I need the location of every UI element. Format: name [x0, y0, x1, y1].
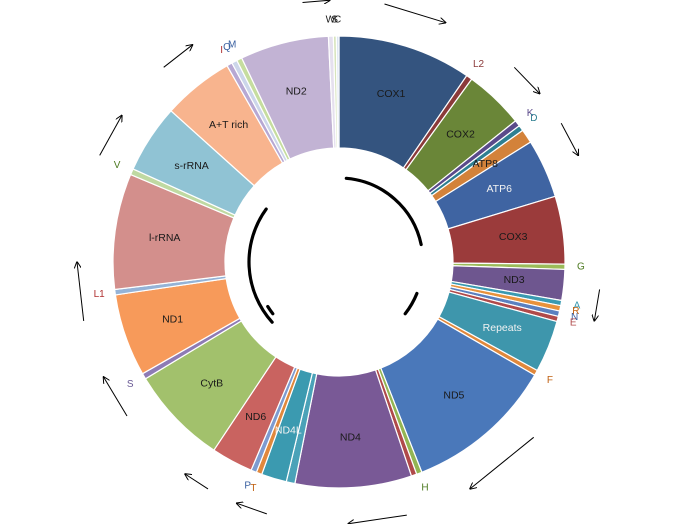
direction-arrow-3 [594, 289, 601, 321]
label-c-39: C [334, 15, 341, 26]
label-m-35: M [228, 39, 236, 50]
label-cox1-0: COX1 [377, 88, 406, 100]
inner-arc-2 [247, 207, 274, 324]
outer-direction-arrows [77, 0, 601, 524]
label-f-15: F [547, 375, 553, 386]
direction-arrow-10 [99, 116, 122, 156]
donut-slices [112, 35, 566, 489]
label-l1-28: L1 [94, 289, 106, 300]
label-i-33: I [220, 45, 223, 56]
label-nd6-24: ND6 [245, 411, 266, 423]
label-nd5-16: ND5 [443, 389, 464, 401]
direction-arrow-5 [348, 514, 407, 524]
label-repeats-14: Repeats [483, 322, 522, 334]
label-cox3-7: COX3 [499, 231, 528, 243]
label-nd4l-21: ND4L [275, 425, 302, 437]
inner-arc-0 [344, 176, 423, 247]
label-e-13: E [570, 318, 577, 329]
label-k-3: K [527, 108, 534, 119]
label-h-17: H [421, 483, 428, 494]
label-t-22: T [250, 483, 256, 494]
direction-arrow-1 [513, 66, 539, 93]
label-g-8: G [577, 262, 585, 273]
direction-arrow-4 [470, 436, 535, 489]
label-v-30: V [114, 160, 121, 171]
label-nd2-36: ND2 [286, 85, 307, 97]
label-r-11: R [572, 306, 579, 317]
label-s-rrna-31: s-rRNA [174, 160, 208, 172]
direction-arrow-0 [384, 3, 446, 23]
label-q-34: Q [223, 42, 231, 53]
inner-arc-1 [403, 291, 419, 316]
direction-arrow-8 [104, 377, 128, 417]
inner-arc-3 [266, 304, 275, 316]
label-s-38: S [331, 15, 338, 26]
inner-strand-arcs [247, 176, 423, 324]
label-nd1-27: ND1 [162, 313, 183, 325]
label-aplust-rich-32: A+T rich [209, 119, 248, 131]
direction-arrow-2 [560, 122, 578, 155]
slice-c-39 [335, 35, 340, 149]
label-nd4-19: ND4 [340, 432, 361, 444]
label-nd3-9: ND3 [504, 274, 525, 286]
label-s-26: S [127, 379, 134, 390]
label-n-12: N [571, 312, 578, 323]
label-l-rrna-29: l-rRNA [149, 232, 181, 244]
direction-arrow-9 [77, 262, 85, 321]
direction-arrow-7 [185, 474, 209, 490]
label-a-10: A [574, 301, 581, 312]
label-l2-1: L2 [473, 59, 485, 70]
direction-arrow-11 [163, 45, 193, 68]
label-cytb-25: CytB [200, 378, 223, 390]
label-cox2-2: COX2 [446, 129, 475, 141]
direction-arrow-12 [302, 0, 330, 2]
label-atp6-6: ATP6 [486, 183, 512, 195]
label-atp8-5: ATP8 [472, 158, 498, 170]
label-d-4: D [530, 113, 537, 124]
label-w-37: W [326, 15, 336, 26]
direction-arrow-6 [237, 503, 267, 515]
label-p-23: P [244, 481, 251, 492]
